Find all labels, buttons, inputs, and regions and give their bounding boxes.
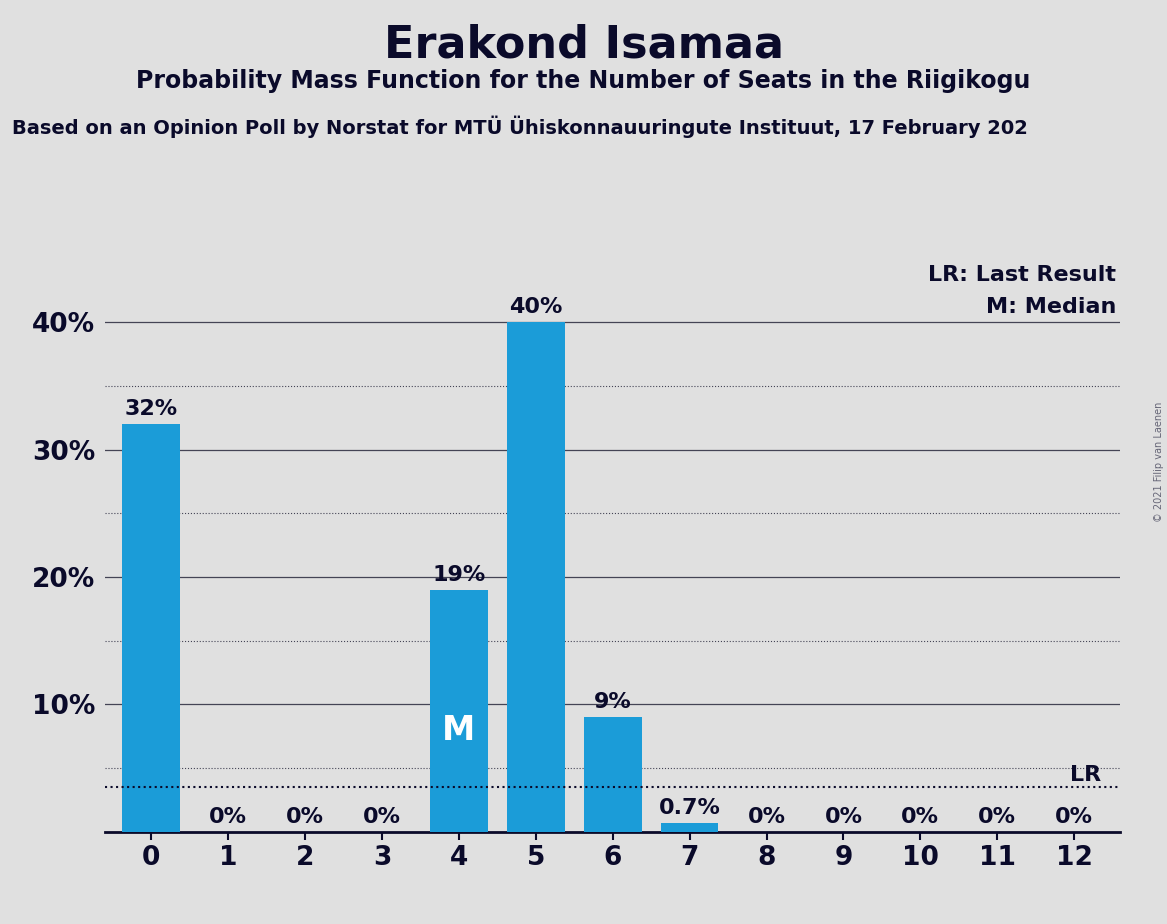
Text: 32%: 32%: [125, 399, 177, 419]
Text: 19%: 19%: [432, 565, 485, 585]
Text: 0%: 0%: [748, 807, 785, 826]
Bar: [661, 822, 719, 832]
Bar: [429, 590, 488, 832]
Text: Based on an Opinion Poll by Norstat for MTÜ Ühiskonnauuringute Instituut, 17 Feb: Based on an Opinion Poll by Norstat for …: [12, 116, 1028, 138]
Text: M: Median: M: Median: [986, 297, 1117, 317]
Text: 0%: 0%: [1055, 807, 1093, 826]
Text: 0%: 0%: [824, 807, 862, 826]
Text: 0%: 0%: [978, 807, 1016, 826]
Text: M: M: [442, 713, 475, 747]
Text: Probability Mass Function for the Number of Seats in the Riigikogu: Probability Mass Function for the Number…: [137, 69, 1030, 93]
Text: 0%: 0%: [901, 807, 939, 826]
Text: 0%: 0%: [286, 807, 324, 826]
Text: 9%: 9%: [594, 692, 631, 711]
Text: 0%: 0%: [363, 807, 401, 826]
Text: 40%: 40%: [509, 298, 562, 317]
Bar: [584, 717, 642, 832]
Text: LR: LR: [1070, 765, 1102, 785]
Bar: [123, 424, 180, 832]
Text: 0%: 0%: [209, 807, 247, 826]
Text: © 2021 Filip van Laenen: © 2021 Filip van Laenen: [1154, 402, 1163, 522]
Text: Erakond Isamaa: Erakond Isamaa: [384, 23, 783, 67]
Text: LR: Last Result: LR: Last Result: [929, 265, 1117, 286]
Text: 0.7%: 0.7%: [658, 797, 720, 818]
Bar: [506, 322, 565, 832]
